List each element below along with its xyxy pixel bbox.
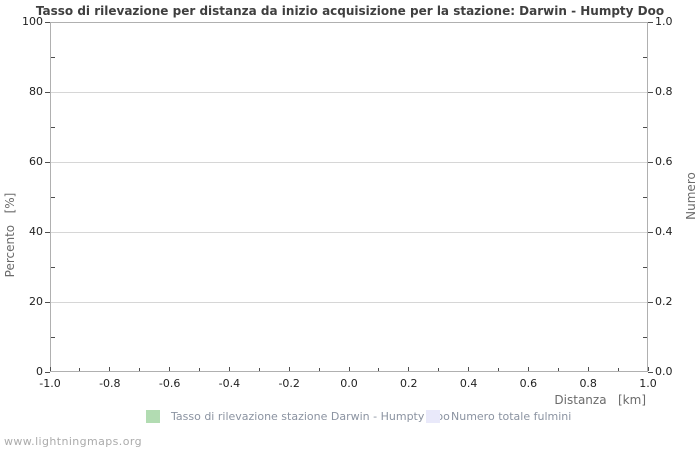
legend-swatch-detection-rate-icon <box>146 409 160 423</box>
y-minor-tick <box>51 196 55 198</box>
legend-label-detection-rate: Tasso di rilevazione stazione Darwin - H… <box>171 409 450 423</box>
site-watermark: www.lightningmaps.org <box>4 435 142 448</box>
y2-minor-tick <box>643 196 647 198</box>
x-major-tick <box>468 367 470 371</box>
x-major-tick <box>109 367 111 371</box>
x-axis-tick-label: -0.4 <box>218 377 241 390</box>
y-axis-label-right: Numero <box>684 172 698 220</box>
x-axis-tick-label: 0.8 <box>579 377 597 390</box>
x-minor-tick <box>258 368 260 371</box>
y2-minor-tick <box>643 56 647 58</box>
x-minor-tick <box>617 368 619 371</box>
x-major-tick <box>348 367 350 371</box>
y2-axis-tick-label: 1.0 <box>655 15 673 28</box>
x-major-tick <box>647 367 649 371</box>
x-axis-tick-label: 0.0 <box>340 377 358 390</box>
y-major-tick <box>45 371 50 373</box>
plot-area <box>50 22 648 372</box>
x-major-tick <box>169 367 171 371</box>
gridline <box>51 161 647 163</box>
y2-minor-tick <box>643 126 647 128</box>
y2-major-tick <box>648 301 653 303</box>
y-minor-tick <box>51 126 55 128</box>
y-axis-tick-label: 60 <box>29 155 43 168</box>
x-minor-tick <box>378 368 380 371</box>
y-axis-tick-label: 100 <box>22 15 43 28</box>
x-minor-tick <box>139 368 141 371</box>
y-axis-tick-label: 40 <box>29 225 43 238</box>
x-axis-tick-label: 1.0 <box>639 377 657 390</box>
y-minor-tick <box>51 336 55 338</box>
x-axis-tick-label: -0.6 <box>158 377 181 390</box>
y-minor-tick <box>51 266 55 268</box>
y2-axis-tick-label: 0.6 <box>655 155 673 168</box>
x-major-tick <box>288 367 290 371</box>
x-axis-tick-label: 0.6 <box>519 377 538 390</box>
x-axis-label-wrap: Distanza [km] <box>50 389 646 408</box>
x-major-tick <box>49 367 51 371</box>
x-minor-tick <box>318 368 320 371</box>
x-axis-tick-label: 0.2 <box>400 377 418 390</box>
legend-item-detection-rate: Tasso di rilevazione stazione Darwin - H… <box>146 408 450 424</box>
y-axis-tick-label: 0 <box>36 365 43 378</box>
y2-axis-tick-label: 0.2 <box>655 295 673 308</box>
x-major-tick <box>228 367 230 371</box>
x-axis-tick-label: -0.2 <box>278 377 300 390</box>
y2-minor-tick <box>643 266 647 268</box>
y2-major-tick <box>648 161 653 163</box>
legend-label-total-lightning: Numero totale fulmini <box>451 409 572 423</box>
legend-item-total-lightning: Numero totale fulmini <box>426 408 571 424</box>
y2-axis-tick-label: 0.8 <box>655 85 673 98</box>
x-major-tick <box>527 367 529 371</box>
x-axis-tick-label: -1.0 <box>39 377 61 390</box>
y2-axis-tick-label: 0.0 <box>655 365 673 378</box>
legend: Tasso di rilevazione stazione Darwin - H… <box>0 408 700 426</box>
x-major-tick <box>408 367 410 371</box>
y-axis-tick-label: 20 <box>29 295 43 308</box>
y2-major-tick <box>648 91 653 93</box>
y-major-tick <box>45 301 50 303</box>
y2-major-tick <box>648 21 653 23</box>
y-axis-tick-label: 80 <box>29 85 43 98</box>
y-axis-label-left: Percento [%] <box>3 192 17 278</box>
y2-minor-tick <box>643 336 647 338</box>
gridline <box>51 231 647 233</box>
y-major-tick <box>45 21 50 23</box>
x-axis-label: Distanza [km] <box>554 393 646 407</box>
y2-axis-tick-label: 0.4 <box>655 225 673 238</box>
y2-major-tick <box>648 231 653 233</box>
x-minor-tick <box>438 368 440 371</box>
y-major-tick <box>45 231 50 233</box>
x-minor-tick <box>557 368 559 371</box>
x-minor-tick <box>498 368 499 371</box>
y2-major-tick <box>648 371 653 373</box>
chart-title: Tasso di rilevazione per distanza da ini… <box>35 4 665 18</box>
y-major-tick <box>45 161 50 163</box>
legend-swatch-total-lightning-icon <box>426 409 440 423</box>
x-minor-tick <box>79 368 81 371</box>
gridline <box>51 301 647 303</box>
x-axis-tick-label: 0.4 <box>459 377 478 390</box>
y-major-tick <box>45 91 50 93</box>
x-axis-tick-label: -0.8 <box>99 377 121 390</box>
gridline <box>51 91 647 93</box>
x-major-tick <box>587 367 589 371</box>
y-minor-tick <box>51 56 55 58</box>
x-minor-tick <box>199 368 200 371</box>
